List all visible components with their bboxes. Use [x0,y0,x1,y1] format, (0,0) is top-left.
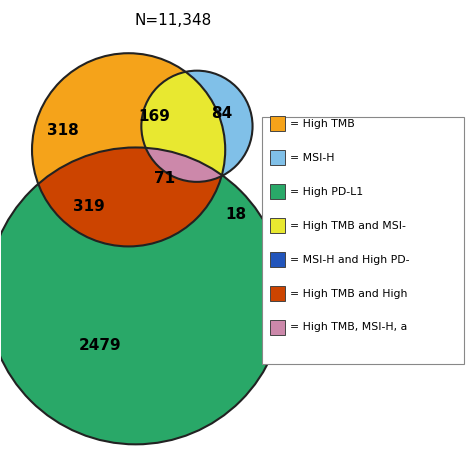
Circle shape [141,71,253,182]
Text: 18: 18 [226,207,246,222]
Bar [270,184,285,199]
Text: 2479: 2479 [79,338,122,353]
Text: 71: 71 [155,171,175,186]
Text: 169: 169 [138,109,171,124]
Text: N=11,348: N=11,348 [135,13,212,28]
Bar [270,286,285,301]
Circle shape [0,147,284,444]
Text: = High TMB and MSI-: = High TMB and MSI- [290,221,406,231]
Circle shape [141,71,253,182]
Circle shape [32,53,225,246]
Bar [270,320,285,335]
Text: = MSI-H: = MSI-H [290,153,334,163]
Polygon shape [146,148,222,182]
Circle shape [141,71,253,182]
Bar [270,218,285,233]
Text: 319: 319 [73,199,104,214]
Bar [270,117,285,131]
Bar [270,252,285,267]
Text: = High TMB and High: = High TMB and High [290,289,407,299]
Text: 84: 84 [211,106,233,121]
Bar [270,150,285,165]
FancyBboxPatch shape [262,117,464,364]
Text: = MSI-H and High PD-: = MSI-H and High PD- [290,255,409,264]
Text: 318: 318 [47,123,79,138]
Text: = High TMB: = High TMB [290,119,355,129]
Text: = High PD-L1: = High PD-L1 [290,187,363,197]
Circle shape [32,53,225,246]
Text: = High TMB, MSI-H, a: = High TMB, MSI-H, a [290,322,407,332]
